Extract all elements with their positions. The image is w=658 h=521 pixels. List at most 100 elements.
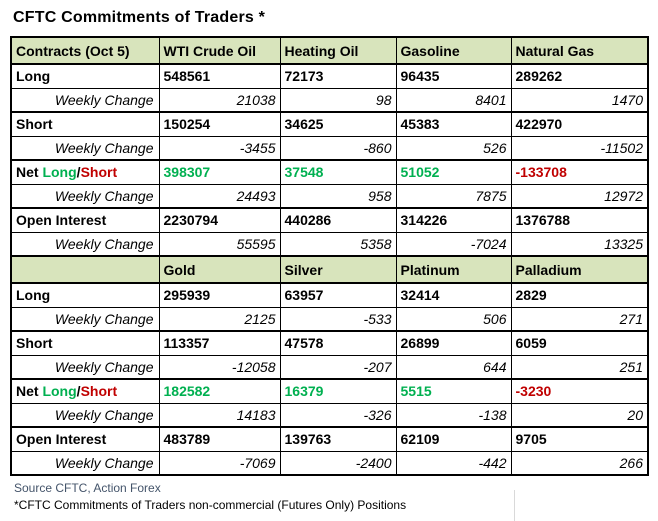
section-2-header-row: Gold Silver Platinum Palladium <box>10 255 649 284</box>
value-cell: 63957 <box>279 282 397 308</box>
value-cell: 150254 <box>158 111 281 137</box>
weekly-change-value-cell: 20 <box>510 402 649 428</box>
weekly-change-value-cell: 266 <box>510 450 649 476</box>
value-cell: 62109 <box>395 426 512 452</box>
table-footer: Source CFTC, Action Forex *CFTC Commitme… <box>14 480 406 514</box>
column-header-cell: Natural Gas <box>510 36 649 65</box>
weekly-change-value-cell: 14183 <box>158 402 281 428</box>
page-title: CFTC Commitments of Traders * <box>13 9 266 26</box>
value-cell: 6059 <box>510 330 649 356</box>
spreadsheet-gridline <box>514 490 515 521</box>
weekly-change-value-cell: -326 <box>279 402 397 428</box>
weekly-change-value-cell: 526 <box>395 135 512 161</box>
value-cell: 45383 <box>395 111 512 137</box>
column-header-cell: Gold <box>158 255 281 284</box>
row-label-cell: Net Long/Short <box>10 378 160 404</box>
value-cell: 32414 <box>395 282 512 308</box>
value-cell: 139763 <box>279 426 397 452</box>
value-cell: 398307 <box>158 159 281 185</box>
long-row: Long 548561 72173 96435 289262 <box>10 63 649 89</box>
open-interest-row: Open Interest 483789 139763 62109 9705 <box>10 426 649 452</box>
weekly-change-value-cell: -442 <box>395 450 512 476</box>
column-header-cell: Palladium <box>510 255 649 284</box>
weekly-change-value-cell: 271 <box>510 306 649 332</box>
value-cell: -3230 <box>510 378 649 404</box>
row-label-cell: Weekly Change <box>10 231 160 257</box>
column-header-cell: Gasoline <box>395 36 512 65</box>
weekly-change-value-cell: -2400 <box>279 450 397 476</box>
weekly-change-value-cell: 98 <box>279 87 397 113</box>
value-cell: 96435 <box>395 63 512 89</box>
long-row: Long 295939 63957 32414 2829 <box>10 282 649 308</box>
net-label-long: Long <box>42 383 77 400</box>
weekly-change-row: Weekly Change 24493 958 7875 12972 <box>10 183 649 209</box>
value-cell: 26899 <box>395 330 512 356</box>
row-label-cell: Weekly Change <box>10 402 160 428</box>
column-header-cell: Heating Oil <box>279 36 397 65</box>
value-cell: 1376788 <box>510 207 649 233</box>
value-cell: 2829 <box>510 282 649 308</box>
value-cell: 9705 <box>510 426 649 452</box>
section-1-header-row: Contracts (Oct 5) WTI Crude Oil Heating Oi… <box>10 36 649 65</box>
net-label-prefix: Net <box>16 383 43 400</box>
row-header-column-title <box>10 255 160 284</box>
weekly-change-value-cell: -12058 <box>158 354 281 380</box>
row-label-cell: Weekly Change <box>10 450 160 476</box>
cot-table: Contracts (Oct 5) WTI Crude Oil Heating Oi… <box>10 36 649 476</box>
row-label-cell: Net Long/Short <box>10 159 160 185</box>
weekly-change-value-cell: 1470 <box>510 87 649 113</box>
weekly-change-value-cell: -860 <box>279 135 397 161</box>
short-row: Short 150254 34625 45383 422970 <box>10 111 649 137</box>
net-label-slash: / <box>76 383 81 400</box>
value-cell: 51052 <box>395 159 512 185</box>
weekly-change-value-cell: -3455 <box>158 135 281 161</box>
weekly-change-value-cell: -11502 <box>510 135 649 161</box>
weekly-change-value-cell: -207 <box>279 354 397 380</box>
value-cell: 37548 <box>279 159 397 185</box>
weekly-change-value-cell: 506 <box>395 306 512 332</box>
row-header-column-title: Contracts (Oct 5) <box>10 36 160 65</box>
short-row: Short 113357 47578 26899 6059 <box>10 330 649 356</box>
value-cell: 34625 <box>279 111 397 137</box>
weekly-change-value-cell: 2125 <box>158 306 281 332</box>
row-label-cell: Weekly Change <box>10 306 160 332</box>
net-label-slash: / <box>76 164 81 181</box>
value-cell: 422970 <box>510 111 649 137</box>
source-line: Source CFTC, Action Forex <box>14 481 161 495</box>
value-cell: 5515 <box>395 378 512 404</box>
row-label-cell: Weekly Change <box>10 354 160 380</box>
value-cell: 47578 <box>279 330 397 356</box>
row-label-cell: Short <box>10 111 160 137</box>
open-interest-row: Open Interest 2230794 440286 314226 1376788 <box>10 207 649 233</box>
row-label-cell: Open Interest <box>10 426 160 452</box>
value-cell: 16379 <box>279 378 397 404</box>
weekly-change-row: Weekly Change 55595 5358 -7024 13325 <box>10 231 649 257</box>
weekly-change-row: Weekly Change -12058 -207 644 251 <box>10 354 649 380</box>
weekly-change-value-cell: 12972 <box>510 183 649 209</box>
row-label-cell: Open Interest <box>10 207 160 233</box>
net-label-short: Short <box>80 383 118 400</box>
row-label-cell: Short <box>10 330 160 356</box>
value-cell: 2230794 <box>158 207 281 233</box>
row-label-cell: Weekly Change <box>10 135 160 161</box>
row-label-cell: Weekly Change <box>10 183 160 209</box>
weekly-change-row: Weekly Change 14183 -326 -138 20 <box>10 402 649 428</box>
weekly-change-value-cell: 21038 <box>158 87 281 113</box>
row-label-cell: Weekly Change <box>10 87 160 113</box>
weekly-change-value-cell: -7024 <box>395 231 512 257</box>
weekly-change-value-cell: 7875 <box>395 183 512 209</box>
value-cell: 440286 <box>279 207 397 233</box>
value-cell: 314226 <box>395 207 512 233</box>
value-cell: 72173 <box>279 63 397 89</box>
net-long-short-row: Net Long/Short 182582 16379 5515 -3230 <box>10 378 649 404</box>
weekly-change-value-cell: 55595 <box>158 231 281 257</box>
weekly-change-value-cell: 644 <box>395 354 512 380</box>
row-label-cell: Long <box>10 63 160 89</box>
column-header-cell: Silver <box>279 255 397 284</box>
weekly-change-value-cell: 958 <box>279 183 397 209</box>
weekly-change-row: Weekly Change 21038 98 8401 1470 <box>10 87 649 113</box>
net-long-short-row: Net Long/Short 398307 37548 51052 -133708 <box>10 159 649 185</box>
weekly-change-row: Weekly Change -3455 -860 526 -11502 <box>10 135 649 161</box>
weekly-change-row: Weekly Change 2125 -533 506 271 <box>10 306 649 332</box>
